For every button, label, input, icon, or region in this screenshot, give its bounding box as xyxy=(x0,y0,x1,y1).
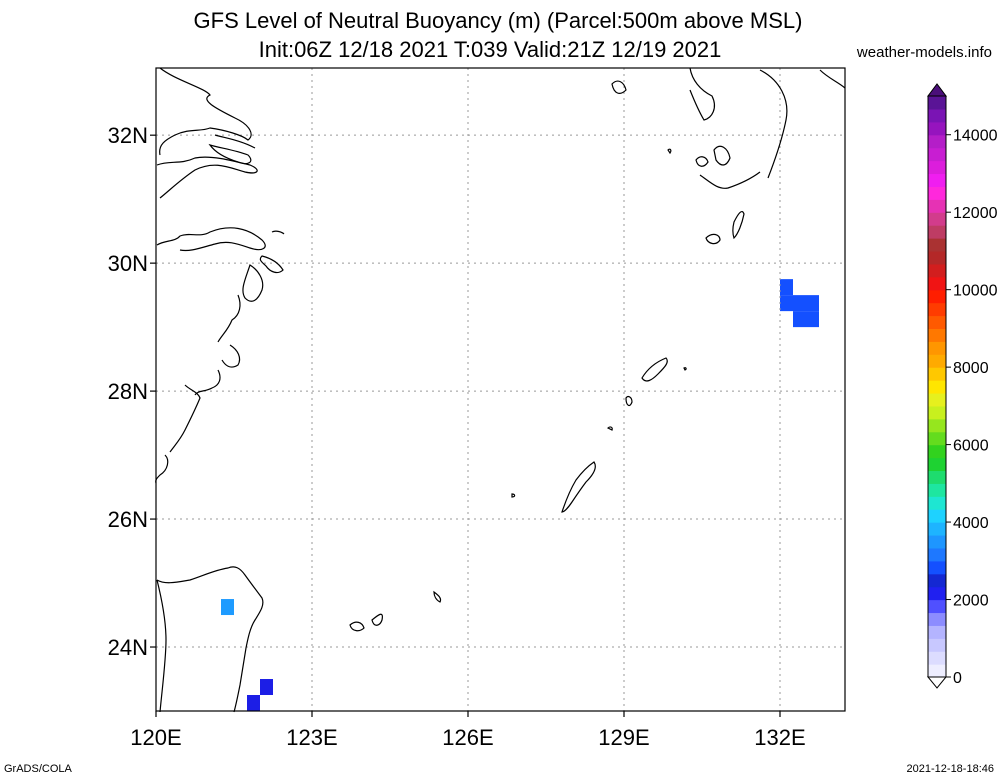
colorbar-swatch xyxy=(928,664,946,678)
colorbar-swatch xyxy=(928,147,946,162)
colorbar-swatch xyxy=(928,108,946,123)
colorbar-label: 0 xyxy=(953,670,962,687)
colorbar-swatch xyxy=(928,121,946,136)
data-cell xyxy=(780,279,793,296)
colorbar-swatch xyxy=(928,599,946,614)
footer-timestamp: 2021-12-18-18:46 xyxy=(906,763,994,775)
colorbar-swatch xyxy=(928,341,946,355)
colorbar-label: 8000 xyxy=(953,360,989,377)
colorbar-swatch xyxy=(928,612,946,626)
colorbar-swatch xyxy=(928,250,946,265)
colorbar-swatch xyxy=(928,483,946,497)
colorbar-swatch xyxy=(928,186,946,200)
y-tick-label: 32N xyxy=(108,123,148,148)
colorbar-swatch xyxy=(928,380,946,394)
coastline-layer xyxy=(155,67,846,713)
colorbar-swatch xyxy=(928,547,946,562)
colorbar-swatch xyxy=(928,225,946,239)
colorbar-swatch xyxy=(928,586,946,601)
y-tick-label: 24N xyxy=(108,635,148,660)
colorbar-swatch xyxy=(928,560,946,575)
colorbar-swatch xyxy=(928,328,946,342)
data-cell xyxy=(793,311,806,328)
data-cells-layer xyxy=(221,279,819,711)
colorbar-swatch xyxy=(928,534,946,549)
colorbar-frame xyxy=(927,95,947,678)
colorbar-swatch xyxy=(928,509,946,523)
colorbar-swatch xyxy=(928,405,946,420)
y-tick-label: 30N xyxy=(108,251,148,276)
x-tick-label: 129E xyxy=(598,725,649,750)
colorbar-swatch xyxy=(928,573,946,588)
colorbar-swatch xyxy=(928,289,946,304)
data-cell xyxy=(793,295,806,312)
y-tick-label: 28N xyxy=(108,379,148,404)
data-cell xyxy=(806,295,819,312)
colorbar-label: 2000 xyxy=(953,593,989,610)
colorbar-swatch xyxy=(928,96,946,110)
colorbar-label: 14000 xyxy=(953,128,998,145)
chart-title: GFS Level of Neutral Buoyancy (m) (Parce… xyxy=(193,8,803,33)
data-cell xyxy=(780,295,793,312)
colorbar-label: 12000 xyxy=(953,205,998,222)
colorbar-label: 4000 xyxy=(953,515,989,532)
map-frame xyxy=(155,67,846,712)
colorbar-swatch xyxy=(928,354,946,368)
colorbar-swatch xyxy=(928,651,946,665)
colorbar: 0 2000 4000 6000 8000 10000 12000 14000 xyxy=(926,83,998,689)
colorbar-swatch xyxy=(928,625,946,639)
colorbar-swatch xyxy=(928,173,946,187)
colorbar-swatch xyxy=(928,457,946,472)
colorbar-min-arrow xyxy=(926,676,948,689)
y-tick-label: 26N xyxy=(108,507,148,532)
colorbar-swatch xyxy=(928,496,946,510)
colorbar-swatch xyxy=(928,302,946,317)
colorbar-max-arrow xyxy=(927,83,947,97)
colorbar-label: 10000 xyxy=(953,283,998,300)
colorbar-swatch xyxy=(928,238,946,252)
x-tick-label: 123E xyxy=(286,725,337,750)
grid-lines-layer xyxy=(156,68,845,711)
data-cell xyxy=(247,695,260,711)
colorbar-swatch xyxy=(928,160,946,175)
colorbar-swatch xyxy=(928,522,946,536)
x-tick-label: 120E xyxy=(130,725,181,750)
site-credit: weather-models.info xyxy=(856,44,992,61)
x-tick-label: 132E xyxy=(754,725,805,750)
colorbar-swatch xyxy=(928,418,946,433)
colorbar-swatch xyxy=(928,431,946,446)
colorbar-swatch xyxy=(928,276,946,291)
x-tick-label: 126E xyxy=(442,725,493,750)
data-cell xyxy=(260,679,273,696)
colorbar-swatch xyxy=(928,263,946,278)
colorbar-swatch xyxy=(928,212,946,226)
data-cell xyxy=(806,311,819,328)
colorbar-swatch xyxy=(928,444,946,459)
colorbar-swatch xyxy=(928,315,946,329)
colorbar-label: 6000 xyxy=(953,438,989,455)
colorbar-swatch xyxy=(928,392,946,407)
colorbar-swatch xyxy=(928,199,946,213)
axis-ticks-layer: 120E 123E 126E 129E 132E 24N 26N 28N 30N 32N xyxy=(108,123,806,750)
chart-subtitle: Init:06Z 12/18 2021 T:039 Valid:21Z 12/1… xyxy=(258,37,722,62)
colorbar-swatch xyxy=(928,134,946,149)
colorbar-swatch xyxy=(928,367,946,381)
colorbar-swatch xyxy=(928,638,946,652)
data-cell xyxy=(221,599,234,616)
colorbar-swatch xyxy=(928,470,946,484)
footer-software-credit: GrADS/COLA xyxy=(4,763,72,775)
